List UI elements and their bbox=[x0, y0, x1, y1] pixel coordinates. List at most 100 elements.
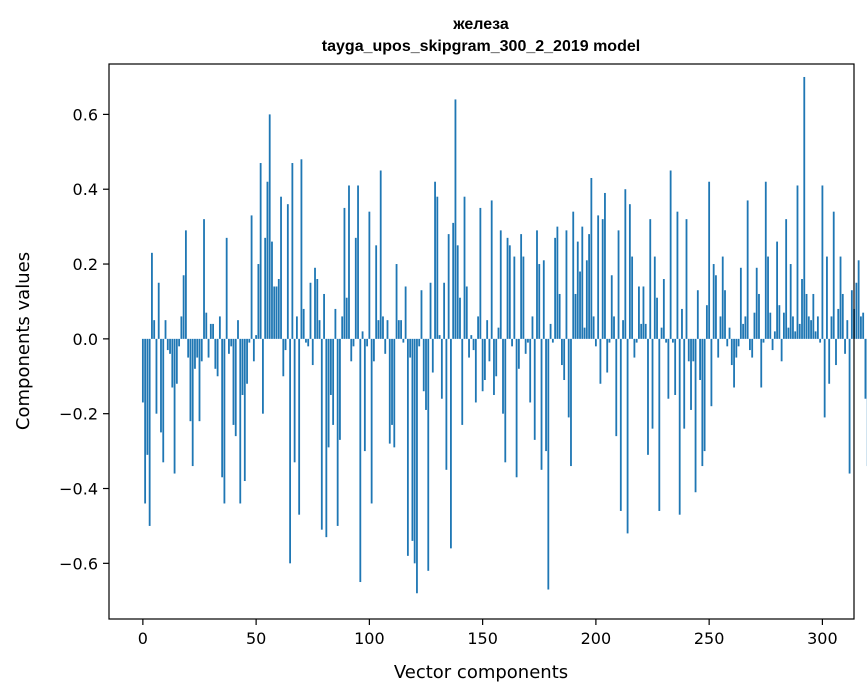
bar-57 bbox=[271, 241, 273, 339]
bar-96 bbox=[359, 338, 362, 583]
bar-219 bbox=[638, 286, 640, 339]
bar-233 bbox=[669, 170, 672, 339]
bar-101 bbox=[370, 338, 373, 504]
bar-208 bbox=[613, 316, 615, 339]
bar-138 bbox=[454, 99, 457, 339]
bar-63 bbox=[284, 338, 287, 351]
bar-221 bbox=[642, 286, 645, 339]
bar-83 bbox=[329, 338, 332, 395]
x-tick-label: 300 bbox=[807, 629, 838, 648]
bar-296 bbox=[812, 293, 815, 339]
bar-232 bbox=[667, 338, 670, 399]
bar-307 bbox=[837, 308, 840, 339]
bar-218 bbox=[635, 338, 638, 343]
bar-193 bbox=[579, 271, 581, 339]
bar-206 bbox=[608, 338, 611, 343]
bar-272 bbox=[758, 293, 760, 339]
bar-226 bbox=[653, 256, 656, 339]
bar-76 bbox=[314, 267, 316, 339]
bar-79 bbox=[320, 338, 323, 530]
y-tick-label: 0.4 bbox=[73, 180, 98, 199]
bar-92 bbox=[350, 338, 353, 362]
bar-185 bbox=[561, 338, 563, 366]
bar-5 bbox=[153, 320, 156, 339]
bar-301 bbox=[823, 338, 826, 418]
bar-152 bbox=[486, 320, 489, 339]
bar-43 bbox=[239, 338, 242, 504]
bar-129 bbox=[434, 181, 436, 339]
bar-298 bbox=[816, 316, 819, 339]
chart-title-line1: железа bbox=[452, 16, 509, 33]
bar-254 bbox=[717, 338, 720, 358]
bar-189 bbox=[570, 338, 572, 467]
bar-52 bbox=[259, 163, 262, 339]
bar-275 bbox=[764, 181, 767, 339]
bar-201 bbox=[597, 215, 600, 339]
bar-195 bbox=[583, 327, 586, 339]
bar-216 bbox=[631, 256, 634, 339]
bar-179 bbox=[547, 338, 550, 590]
bar-160 bbox=[504, 338, 507, 463]
bar-20 bbox=[187, 338, 190, 358]
bar-317 bbox=[860, 316, 862, 339]
bar-42 bbox=[237, 320, 239, 339]
bar-276 bbox=[767, 256, 769, 339]
bar-14 bbox=[173, 338, 176, 474]
bar-295 bbox=[810, 320, 812, 339]
bar-45 bbox=[243, 338, 246, 482]
bar-257 bbox=[724, 290, 726, 339]
bar-95 bbox=[357, 185, 359, 339]
bar-147 bbox=[474, 338, 477, 403]
bar-53 bbox=[262, 338, 264, 414]
bar-176 bbox=[540, 338, 543, 470]
bar-3 bbox=[148, 338, 151, 526]
bar-267 bbox=[746, 200, 749, 339]
x-tick-label: 250 bbox=[694, 629, 725, 648]
bar-60 bbox=[277, 279, 280, 339]
bar-241 bbox=[687, 338, 690, 362]
bar-229 bbox=[660, 327, 663, 339]
bar-312 bbox=[848, 338, 851, 474]
x-tick-label: 0 bbox=[138, 629, 148, 648]
bar-303 bbox=[828, 338, 831, 384]
bar-290 bbox=[798, 323, 801, 339]
bar-99 bbox=[366, 338, 369, 347]
bar-270 bbox=[753, 312, 756, 339]
y-tick-label: 0.6 bbox=[73, 105, 98, 124]
bar-250 bbox=[708, 181, 711, 339]
bar-25 bbox=[198, 338, 201, 422]
bar-111 bbox=[393, 338, 396, 448]
bar-125 bbox=[425, 338, 427, 410]
bar-266 bbox=[744, 316, 747, 339]
bar-243 bbox=[692, 338, 695, 362]
bar-196 bbox=[585, 260, 588, 339]
bar-177 bbox=[542, 260, 545, 339]
bar-284 bbox=[785, 219, 788, 339]
bar-98 bbox=[363, 338, 366, 452]
bar-34 bbox=[218, 316, 221, 339]
bar-91 bbox=[348, 185, 350, 339]
bar-74 bbox=[309, 282, 312, 339]
bar-66 bbox=[291, 163, 294, 339]
bar-48 bbox=[250, 215, 253, 339]
bar-273 bbox=[760, 338, 763, 388]
bar-282 bbox=[780, 338, 783, 362]
bar-144 bbox=[468, 338, 470, 358]
bar-64 bbox=[286, 204, 289, 339]
bar-142 bbox=[463, 196, 466, 339]
bar-49 bbox=[252, 338, 255, 362]
bar-41 bbox=[234, 338, 237, 437]
bar-104 bbox=[377, 320, 380, 339]
bar-115 bbox=[402, 338, 405, 343]
bar-108 bbox=[386, 320, 389, 339]
bar-278 bbox=[771, 338, 774, 351]
bar-251 bbox=[710, 338, 713, 407]
bars-group bbox=[141, 76, 867, 594]
bar-315 bbox=[855, 282, 858, 339]
bar-212 bbox=[622, 320, 624, 339]
bar-103 bbox=[375, 245, 378, 339]
bar-32 bbox=[214, 338, 217, 369]
bar-154 bbox=[490, 200, 493, 339]
bar-220 bbox=[640, 323, 643, 339]
bar-106 bbox=[382, 316, 384, 339]
